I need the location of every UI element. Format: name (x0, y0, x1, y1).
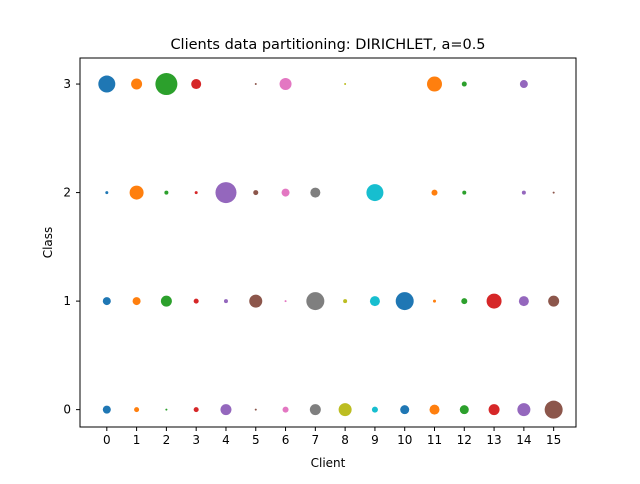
bubbles-layer (98, 73, 563, 419)
bubble-client-5-class-0 (254, 408, 257, 411)
x-tick-label: 1 (133, 433, 141, 447)
bubble-client-14-class-3 (519, 80, 528, 89)
y-tick-label: 3 (63, 77, 71, 91)
bubble-client-7-class-1 (306, 292, 325, 311)
bubble-client-1-class-0 (134, 407, 140, 413)
x-tick-label: 7 (312, 433, 320, 447)
x-tick-label: 2 (163, 433, 171, 447)
bubble-client-9-class-0 (371, 406, 378, 413)
x-tick-label: 3 (192, 433, 200, 447)
bubble-client-11-class-3 (426, 76, 442, 92)
bubble-client-1-class-1 (132, 297, 141, 306)
bubble-client-13-class-0 (488, 404, 500, 416)
bubble-client-3-class-1 (193, 298, 199, 304)
bubble-client-5-class-2 (253, 190, 259, 196)
y-tick-label: 1 (63, 294, 71, 308)
x-tick-label: 11 (427, 433, 442, 447)
x-tick-label: 0 (103, 433, 111, 447)
bubble-client-2-class-1 (160, 295, 172, 307)
bubble-client-1-class-3 (131, 78, 143, 90)
x-tick-label: 5 (252, 433, 260, 447)
x-axis-label: Client (311, 456, 346, 470)
bubble-client-13-class-1 (486, 293, 502, 309)
plot-frame (79, 57, 577, 428)
bubble-client-1-class-2 (129, 185, 144, 200)
bubble-client-14-class-1 (518, 296, 529, 307)
bubble-client-14-class-0 (517, 403, 531, 417)
bubble-client-3-class-3 (191, 79, 202, 90)
bubble-client-11-class-2 (431, 189, 438, 196)
bubble-client-4-class-1 (223, 299, 228, 304)
bubble-client-0-class-0 (102, 405, 111, 414)
x-tick-label: 4 (222, 433, 230, 447)
bubble-client-15-class-2 (552, 191, 555, 194)
bubble-client-9-class-1 (369, 296, 380, 307)
bubble-client-6-class-3 (279, 78, 292, 91)
x-tick-label: 9 (371, 433, 379, 447)
bubble-client-7-class-0 (309, 404, 321, 416)
bubble-client-4-class-0 (220, 404, 232, 416)
bubble-client-10-class-0 (400, 405, 410, 415)
bubble-client-6-class-2 (281, 188, 290, 197)
bubble-client-11-class-1 (432, 299, 436, 303)
x-tick-label: 10 (397, 433, 412, 447)
bubble-client-5-class-1 (249, 294, 263, 308)
bubble-client-6-class-0 (282, 406, 289, 413)
x-tick-label: 8 (341, 433, 349, 447)
bubble-client-8-class-0 (338, 403, 352, 417)
bubble-client-2-class-2 (164, 190, 169, 195)
bubble-client-0-class-2 (105, 191, 109, 195)
bubble-client-3-class-0 (193, 407, 199, 413)
bubble-client-14-class-2 (521, 190, 526, 195)
x-tick-label: 6 (282, 433, 290, 447)
bubble-client-6-class-1 (284, 300, 287, 303)
bubble-client-4-class-2 (215, 182, 237, 204)
bubble-client-2-class-0 (165, 408, 168, 411)
bubble-client-15-class-0 (544, 400, 563, 419)
bubble-client-12-class-1 (461, 298, 468, 305)
x-tick-label: 15 (546, 433, 561, 447)
bubble-client-0-class-3 (98, 75, 116, 93)
bubble-client-10-class-1 (395, 292, 414, 311)
y-tick-label: 0 (63, 403, 71, 417)
bubble-client-12-class-0 (459, 405, 469, 415)
y-tick-label: 2 (63, 186, 71, 200)
x-axis: 0 1 2 3 4 5 6 7 8 9 10 11 12 13 14 15 (103, 427, 561, 447)
bubble-client-11-class-0 (429, 404, 440, 415)
bubble-client-12-class-2 (462, 190, 467, 195)
bubble-client-7-class-2 (310, 187, 321, 198)
y-axis-label: Class (41, 227, 55, 259)
bubble-client-2-class-3 (155, 73, 178, 96)
bubble-client-5-class-3 (254, 83, 257, 86)
bubble-client-0-class-1 (102, 297, 111, 306)
bubble-client-8-class-1 (343, 299, 348, 304)
bubble-client-12-class-3 (461, 81, 467, 87)
x-tick-label: 14 (516, 433, 531, 447)
y-axis: 0 1 2 3 (63, 77, 80, 417)
bubble-client-3-class-2 (194, 191, 198, 195)
chart-title: Clients data partitioning: DIRICHLET, a=… (170, 37, 485, 53)
bubble-client-9-class-2 (366, 184, 384, 202)
x-tick-label: 13 (486, 433, 501, 447)
x-tick-label: 12 (457, 433, 472, 447)
bubble-client-15-class-1 (548, 295, 560, 307)
bubble-client-8-class-3 (344, 83, 347, 86)
